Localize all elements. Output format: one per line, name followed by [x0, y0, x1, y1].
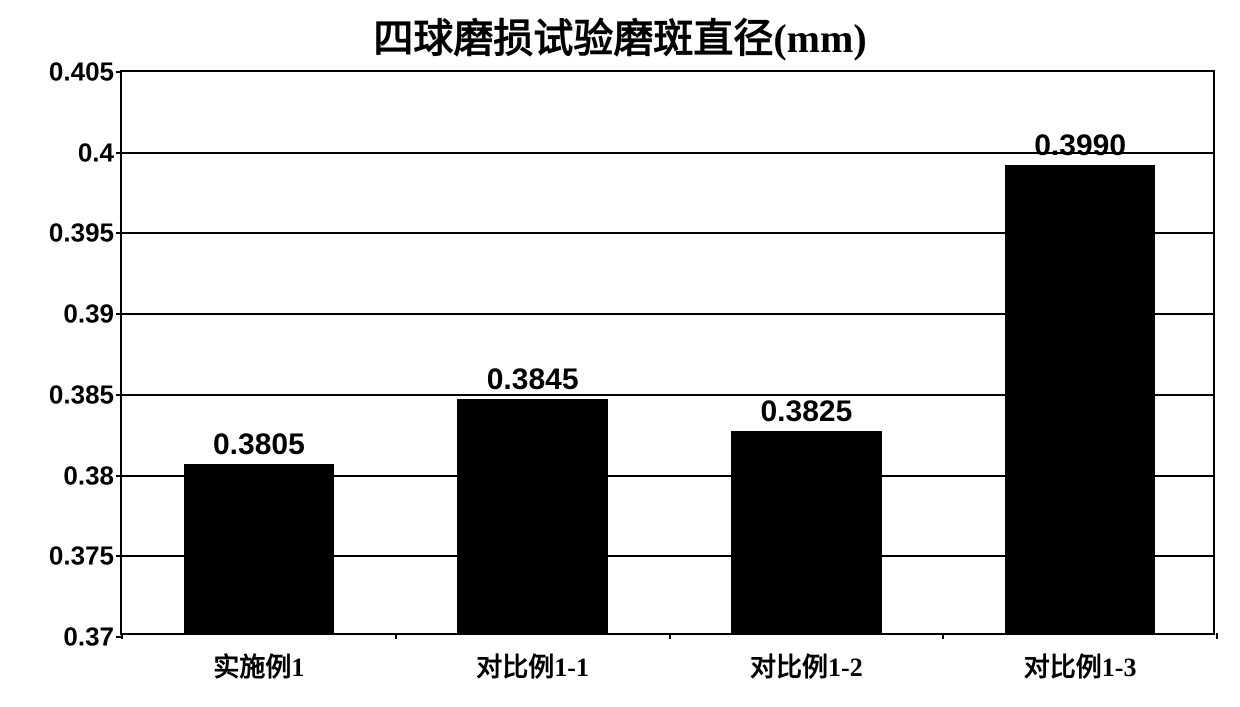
bar-chart: 四球磨损试验磨斑直径(mm) 0.370.3750.380.3850.390.3…: [0, 0, 1240, 707]
ytick-label: 0.39: [63, 299, 114, 330]
ytick-label: 0.395: [49, 218, 114, 249]
ytick-label: 0.405: [49, 57, 114, 88]
data-label: 0.3845: [487, 363, 579, 397]
xtick-mark: [942, 633, 944, 639]
xtick-label: 对比例1-3: [1024, 647, 1137, 684]
bar: [731, 431, 882, 633]
xtick-mark: [395, 633, 397, 639]
xtick-label: 实施例1: [213, 647, 304, 684]
bar: [184, 464, 335, 634]
ytick-mark: [116, 313, 122, 315]
data-label: 0.3805: [213, 428, 305, 462]
bar: [1005, 165, 1156, 633]
ytick-mark: [116, 555, 122, 557]
ytick-mark: [116, 152, 122, 154]
ytick-label: 0.4: [78, 137, 114, 168]
chart-title: 四球磨损试验磨斑直径(mm): [0, 6, 1240, 64]
xtick-mark: [121, 633, 123, 639]
ytick-mark: [116, 71, 122, 73]
ytick-label: 0.375: [49, 541, 114, 572]
bar: [457, 399, 608, 633]
xtick-mark: [669, 633, 671, 639]
ytick-mark: [116, 394, 122, 396]
ytick-label: 0.38: [63, 460, 114, 491]
xtick-label: 对比例1-2: [750, 647, 863, 684]
ytick-label: 0.37: [63, 622, 114, 653]
data-label: 0.3825: [760, 395, 852, 429]
plot-area: 0.370.3750.380.3850.390.3950.40.4050.380…: [120, 70, 1215, 635]
ytick-mark: [116, 475, 122, 477]
xtick-mark: [1216, 633, 1218, 639]
ytick-label: 0.385: [49, 379, 114, 410]
ytick-mark: [116, 232, 122, 234]
data-label: 0.3990: [1034, 129, 1126, 163]
xtick-label: 对比例1-1: [476, 647, 589, 684]
